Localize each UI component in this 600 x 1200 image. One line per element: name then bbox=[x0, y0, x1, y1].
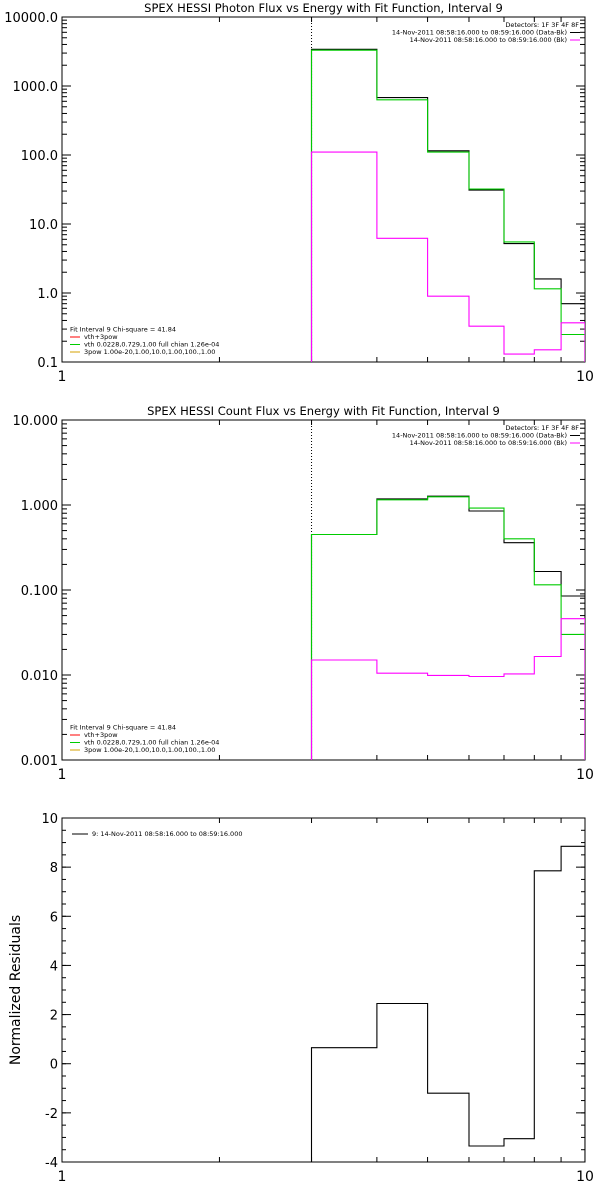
series-fit bbox=[310, 496, 585, 760]
legend-entry: 9: 14-Nov-2011 08:58:16.000 to 08:59:16.… bbox=[92, 830, 242, 838]
series-group bbox=[310, 845, 585, 1162]
legend-entry: 3pow 1.00e-20,1.00,10.0,1.00,100.,1.00 bbox=[84, 348, 215, 356]
legend-entry: 3pow 1.00e-20,1.00,10.0,1.00,100.,1.00 bbox=[84, 746, 215, 754]
y-tick-label: 0.1 bbox=[37, 356, 58, 371]
legend-entry: Detectors: 1F 3F 4F 8F bbox=[505, 424, 579, 432]
legend-entry: vth 0.0228,0.729,1.00 full chian 1.26e-0… bbox=[84, 341, 219, 349]
series-data-bk bbox=[310, 48, 585, 362]
panel-2: SPEX HESSI Count Flux vs Energy with Fit… bbox=[13, 404, 594, 783]
y-tick-label: 6 bbox=[50, 910, 58, 925]
series-data-bk bbox=[310, 495, 585, 760]
y-tick-label: -2 bbox=[45, 1107, 58, 1122]
y-tick-label: 1.000 bbox=[21, 499, 58, 514]
series-fit bbox=[310, 49, 585, 362]
legend-entry: Detectors: 1F 3F 4F 8F bbox=[505, 21, 579, 29]
series-residual bbox=[310, 845, 585, 1162]
panel-1: SPEX HESSI Photon Flux vs Energy with Fi… bbox=[4, 1, 594, 385]
plot-frame bbox=[61, 817, 586, 1163]
y-tick-label: 4 bbox=[50, 959, 58, 974]
x-tick-label: 10 bbox=[576, 767, 594, 783]
y-tick-label: 100.0 bbox=[21, 149, 58, 164]
x-tick-label: 10 bbox=[576, 1169, 594, 1185]
legend-entry: Fit Interval 9 Chi-square = 41.84 bbox=[70, 724, 176, 732]
x-tick-label: 1 bbox=[58, 767, 67, 783]
plot-frame bbox=[61, 16, 586, 363]
series-bk bbox=[310, 618, 585, 760]
y-tick-label: 10000.0 bbox=[4, 11, 58, 26]
y-tick-label: -4 bbox=[45, 1156, 58, 1171]
series-group bbox=[310, 495, 585, 760]
series-bk bbox=[310, 151, 585, 362]
y-tick-label: 2 bbox=[50, 1009, 58, 1024]
legend: 9: 14-Nov-2011 08:58:16.000 to 08:59:16.… bbox=[72, 830, 242, 838]
y-tick-label: 1.0 bbox=[37, 287, 58, 302]
series-group bbox=[310, 48, 585, 362]
y-tick-label: 1000.0 bbox=[13, 80, 59, 95]
legend-entry: vth 0.0228,0.729,1.00 full chian 1.26e-0… bbox=[84, 739, 219, 747]
chart-title: SPEX HESSI Photon Flux vs Energy with Fi… bbox=[144, 1, 503, 15]
legend-entry: vth+3pow bbox=[84, 731, 118, 739]
legend-entry: 14-Nov-2011 08:58:16.000 to 08:59:16.000… bbox=[392, 432, 567, 440]
plot-frame bbox=[61, 419, 586, 761]
y-tick-label: 10.0 bbox=[29, 218, 58, 233]
y-tick-label: 0.100 bbox=[21, 584, 58, 599]
fit-legend: Fit Interval 9 Chi-square = 41.84vth+3po… bbox=[70, 724, 219, 754]
y-tick-label: 8 bbox=[50, 861, 58, 876]
legend-entry: 14-Nov-2011 08:58:16.000 to 08:59:16.000… bbox=[410, 439, 567, 447]
x-tick-label: 10 bbox=[576, 369, 594, 385]
legend-entry: vth+3pow bbox=[84, 333, 118, 341]
y-tick-label: 0.010 bbox=[21, 669, 58, 684]
chart-title: SPEX HESSI Count Flux vs Energy with Fit… bbox=[147, 404, 500, 418]
legend-entry: 14-Nov-2011 08:58:16.000 to 08:59:16.000… bbox=[392, 29, 567, 37]
y-tick-label: 10.000 bbox=[13, 414, 59, 429]
legend-entry: 14-Nov-2011 08:58:16.000 to 08:59:16.000… bbox=[410, 36, 567, 44]
x-tick-label: 1 bbox=[58, 369, 67, 385]
y-axis-label: Normalized Residuals bbox=[8, 915, 24, 1065]
fit-legend: Fit Interval 9 Chi-square = 41.84vth+3po… bbox=[70, 326, 219, 356]
y-tick-label: 0.001 bbox=[21, 754, 58, 769]
panel-3: 1 10 -4 -2 0 2 4 6 8 10 Normalized Residuals 9: 14-… bbox=[8, 812, 594, 1185]
legend-entry: Fit Interval 9 Chi-square = 41.84 bbox=[70, 326, 176, 334]
y-tick-label: 0 bbox=[50, 1058, 58, 1073]
y-tick-label: 10 bbox=[41, 812, 58, 827]
x-tick-label: 1 bbox=[58, 1169, 67, 1185]
